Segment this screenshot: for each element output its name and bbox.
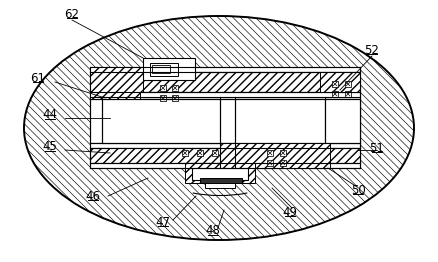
Bar: [345, 91, 351, 97]
Bar: [172, 95, 178, 101]
Bar: [205, 183, 235, 188]
Bar: [160, 85, 166, 91]
Text: 47: 47: [155, 216, 170, 228]
Bar: [90, 67, 360, 72]
Bar: [197, 150, 203, 156]
Bar: [143, 58, 195, 80]
Bar: [212, 150, 218, 156]
Bar: [235, 99, 325, 143]
Text: 44: 44: [42, 108, 57, 122]
Bar: [235, 143, 325, 168]
Bar: [90, 92, 360, 99]
Bar: [90, 143, 360, 148]
Text: 46: 46: [85, 189, 100, 203]
Text: 62: 62: [64, 8, 80, 20]
Text: 49: 49: [283, 205, 297, 219]
Text: 45: 45: [42, 140, 57, 154]
Bar: [102, 99, 220, 143]
Bar: [320, 72, 360, 92]
Bar: [172, 85, 178, 91]
Bar: [90, 163, 360, 168]
Polygon shape: [220, 143, 330, 168]
Bar: [90, 72, 360, 92]
Text: 61: 61: [31, 72, 46, 85]
Text: 48: 48: [205, 225, 220, 237]
Bar: [160, 95, 166, 101]
Bar: [185, 163, 255, 183]
Bar: [267, 160, 273, 166]
Ellipse shape: [24, 16, 414, 240]
Bar: [267, 150, 273, 156]
Text: 52: 52: [364, 43, 379, 57]
Bar: [332, 91, 338, 97]
Bar: [150, 63, 178, 76]
Polygon shape: [90, 67, 143, 92]
Bar: [90, 99, 360, 143]
Bar: [152, 65, 170, 73]
Text: 51: 51: [370, 141, 385, 155]
Bar: [280, 150, 286, 156]
Bar: [90, 67, 140, 99]
Bar: [200, 178, 242, 183]
Bar: [332, 81, 338, 87]
Bar: [90, 148, 360, 163]
Bar: [345, 81, 351, 87]
Bar: [325, 99, 360, 143]
Bar: [280, 160, 286, 166]
Bar: [192, 168, 248, 180]
Bar: [182, 150, 188, 156]
Text: 50: 50: [351, 183, 365, 196]
